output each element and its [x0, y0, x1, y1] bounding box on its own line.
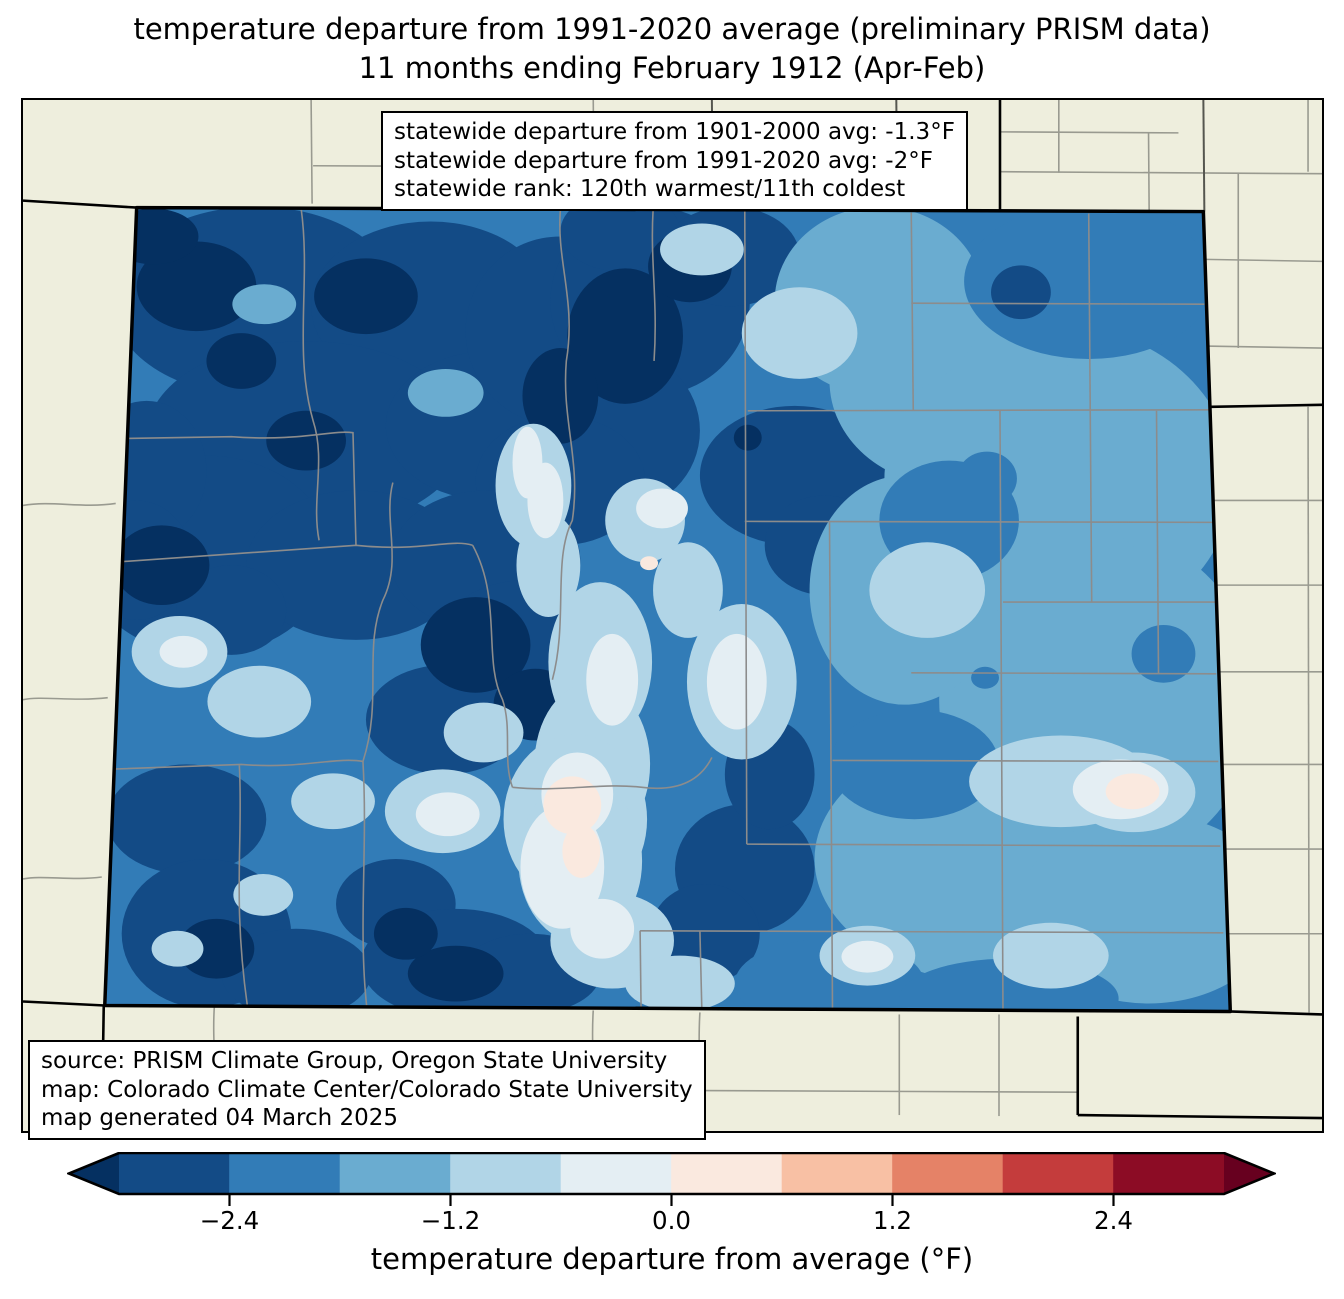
- colorado-map: [23, 100, 1322, 1131]
- colorbar-segment: [781, 1153, 893, 1194]
- stats-line-2: statewide departure from 1991-2020 avg: …: [394, 147, 933, 174]
- colorbar-segment: [339, 1153, 451, 1194]
- colorbar-tick-label: 0.0: [652, 1206, 691, 1235]
- map-axes-frame: [21, 98, 1324, 1133]
- colorbar-over-arrow: [1224, 1153, 1274, 1194]
- source-attribution-box: source: PRISM Climate Group, Oregon Stat…: [28, 1040, 706, 1140]
- figure-title-line1: temperature departure from 1991-2020 ave…: [133, 12, 1211, 46]
- statewide-stats-box: statewide departure from 1901-2000 avg: …: [381, 111, 968, 211]
- colorbar-segment: [450, 1153, 562, 1194]
- colorbar-segments-group: [69, 1153, 1274, 1194]
- colorbar-segment: [1113, 1153, 1225, 1194]
- source-line-1: source: PRISM Climate Group, Oregon Stat…: [41, 1048, 668, 1074]
- colorbar-tick-label: −1.2: [420, 1206, 481, 1235]
- colorbar-tick-label: 2.4: [1094, 1206, 1133, 1235]
- colorbar-under-arrow: [69, 1153, 119, 1194]
- colorado-anomaly-field: [104, 207, 1231, 1012]
- stats-line-1: statewide departure from 1901-2000 avg: …: [394, 119, 955, 145]
- colorbar: [67, 1152, 1276, 1206]
- fill-pale-peach-spots: [543, 556, 1160, 878]
- stats-line-3: statewide rank: 120th warmest/11th colde…: [394, 176, 906, 202]
- fill-dark-dot-northeast: [991, 265, 1051, 320]
- colorbar-tick-label: 1.2: [873, 1206, 912, 1235]
- colorbar-segment: [892, 1153, 1004, 1194]
- figure-title: temperature departure from 1991-2020 ave…: [0, 10, 1344, 88]
- source-line-3: map generated 04 March 2025: [41, 1105, 399, 1131]
- colorbar-axis-label: temperature departure from average (°F): [370, 1242, 974, 1276]
- figure-title-line2: 11 months ending February 1912 (Apr-Feb): [358, 51, 986, 85]
- colorbar-segment: [560, 1153, 672, 1194]
- colorbar-segment: [671, 1153, 783, 1194]
- colorbar-tick-labels: −2.4 −1.2 0.0 1.2 2.4: [0, 1206, 1344, 1240]
- colorbar-segment: [229, 1153, 341, 1194]
- source-line-2: map: Colorado Climate Center/Colorado St…: [41, 1076, 693, 1103]
- colorbar-segment: [118, 1153, 230, 1194]
- colorbar-tick-label: −2.4: [199, 1206, 260, 1235]
- colorado-county-lines: [104, 208, 1224, 1012]
- colorbar-outline: [67, 1152, 1276, 1196]
- colorbar-segment: [1002, 1153, 1114, 1194]
